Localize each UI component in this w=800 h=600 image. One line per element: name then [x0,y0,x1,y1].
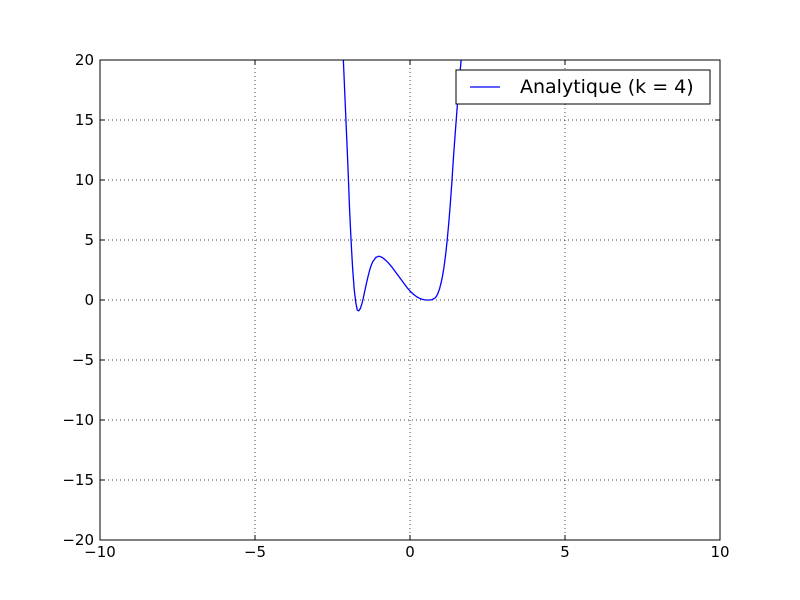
x-tick-label: −10 [84,543,116,561]
y-axis-tick-labels: −20 −15 −10 −5 0 5 10 15 20 [62,51,94,549]
y-tick-label: −5 [72,351,94,369]
y-tick-label: −15 [62,471,94,489]
x-tick-label: −5 [244,543,266,561]
x-axis-tick-labels: −10 −5 0 5 10 [84,543,729,561]
legend: Analytique (k = 4) [455,69,711,105]
x-tick-label: 0 [405,543,415,561]
y-tick-label: 20 [75,51,94,69]
y-tick-label: 10 [75,171,94,189]
x-tick-label: 5 [560,543,570,561]
y-tick-label: 0 [84,291,94,309]
y-tick-label: 15 [75,111,94,129]
plot-series [342,59,462,312]
plot-area-frame [99,59,721,541]
x-tick-label: 10 [710,543,729,561]
y-tick-label: −20 [62,531,94,549]
series-line-0 [342,59,462,312]
legend-label: Analytique (k = 4) [520,76,694,98]
y-tick-label: −10 [62,411,94,429]
y-tick-label: 5 [84,231,94,249]
